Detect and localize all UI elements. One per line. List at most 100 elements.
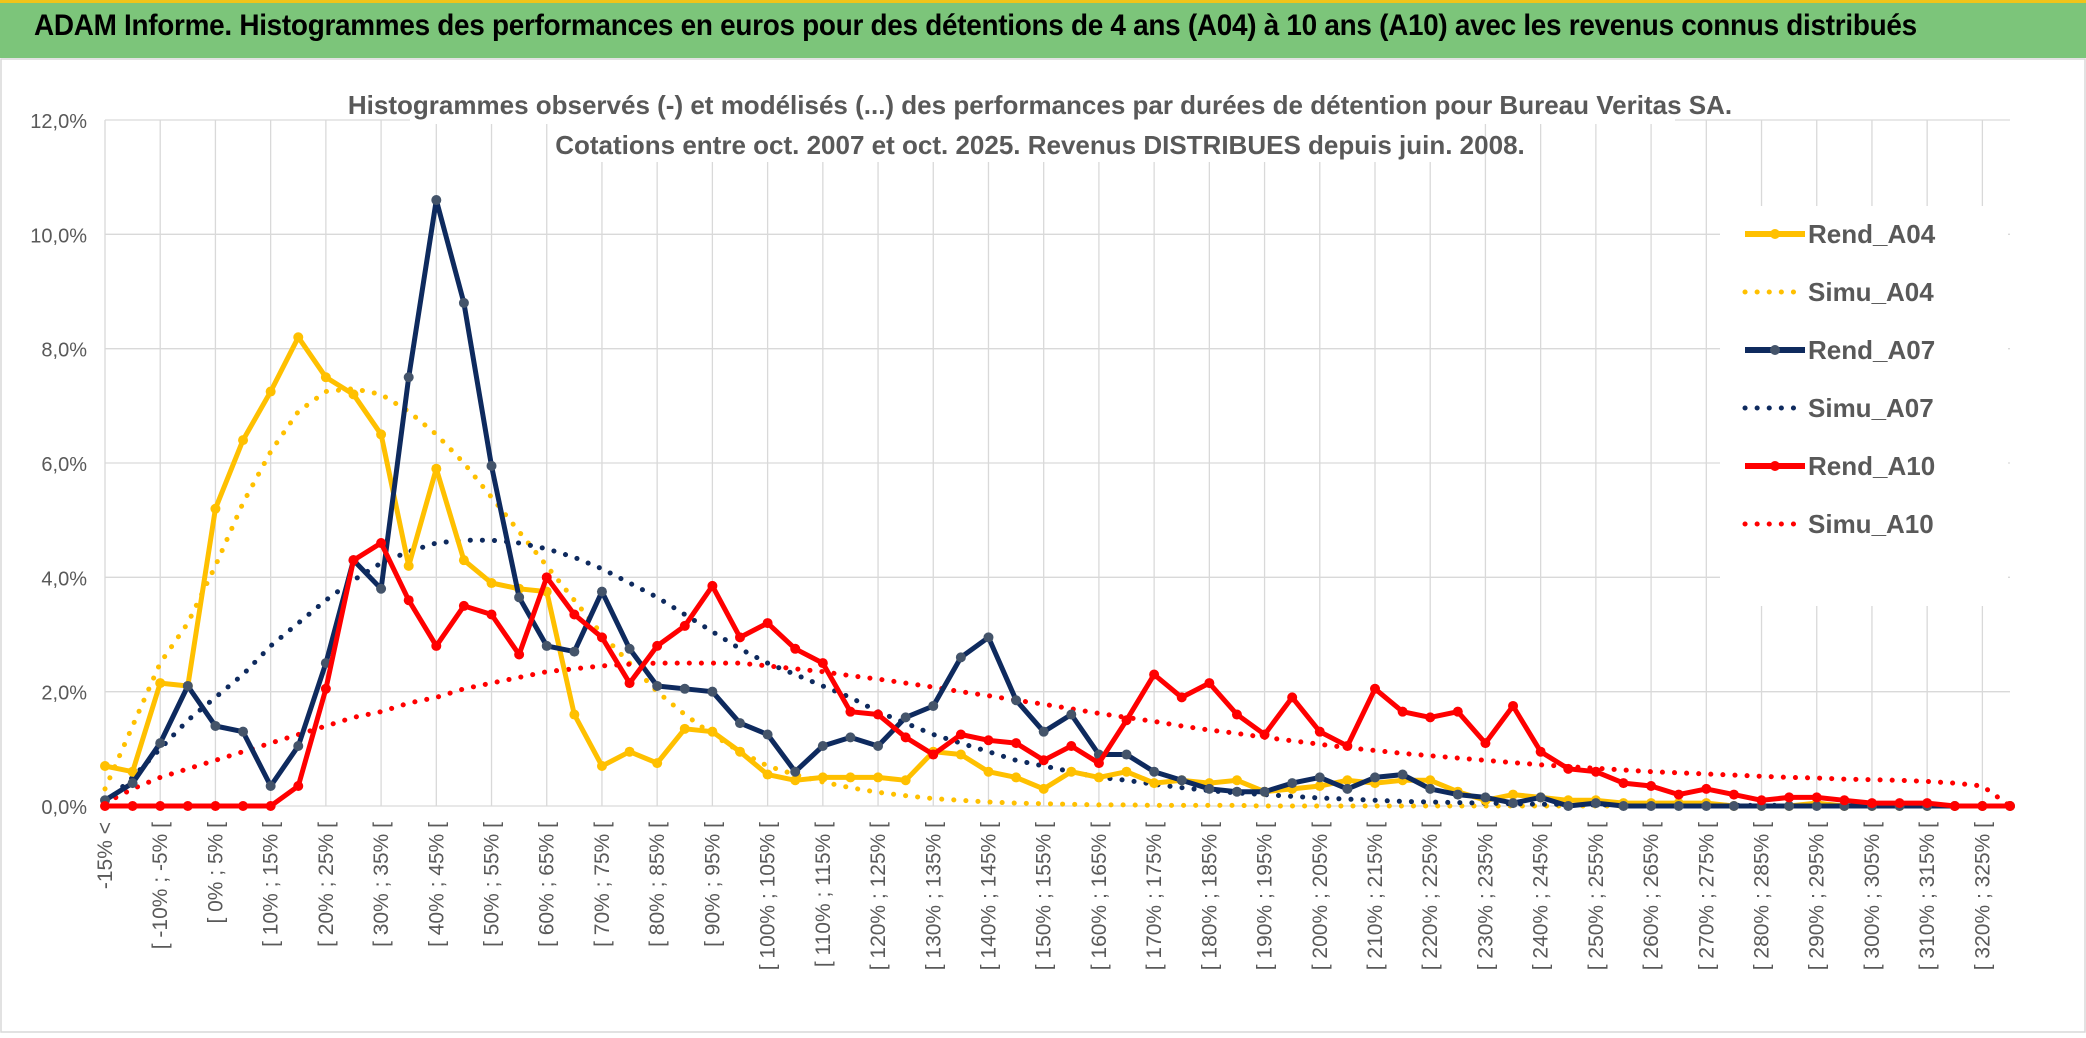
data-point-rend_a10 [1287,692,1298,703]
x-tick-label: [ 40% ; 45% [ [425,822,448,947]
x-tick-label: [ 120% ; 125% [ [867,822,890,970]
x-tick-label: [ 240% ; 245% [ [1530,822,1553,970]
data-point-rend_a10 [1480,738,1491,749]
data-point-rend_a10 [1370,683,1380,694]
data-point-rend_a07 [873,740,884,751]
y-tick-label: 4,0% [41,568,87,590]
data-point-rend_a07 [265,780,276,791]
x-tick-label: [ 150% ; 155% [ [1033,822,1056,970]
x-tick-label: [ 130% ; 135% [ [922,822,945,970]
chart-area: 0,0% 2,0% 4,0% 6,0% 8,0% 10,0% 12,0% -15% < [ -1… [0,58,2086,1033]
data-point-rend_a04 [293,332,304,343]
x-tick-label: [ 260% ; 265% [ [1640,822,1663,970]
data-point-rend_a10 [210,801,221,811]
data-point-rend_a04 [735,746,745,757]
y-tick-label: 6,0% [41,454,87,476]
x-tick-label: [ 100% ; 105% [ [757,822,780,970]
report-title: ADAM Informe. Histogrammes des performan… [34,9,1917,42]
data-point-rend_a04 [1038,783,1049,794]
data-point-rend_a04 [100,760,110,771]
line-chart: 0,0% 2,0% 4,0% 6,0% 8,0% 10,0% 12,0% -15% < [ -1… [0,58,2086,1033]
data-point-rend_a10 [1093,758,1104,769]
data-point-rend_a07 [1314,772,1325,783]
data-point-rend_a07 [790,766,801,777]
axes: 0,0% 2,0% 4,0% 6,0% 8,0% 10,0% 12,0% -15% < [ -1… [30,111,1994,970]
data-point-rend_a10 [790,643,801,654]
data-point-rend_a07 [1535,792,1546,803]
x-tick-label: [ 190% ; 195% [ [1254,822,1277,970]
series-lines [100,195,2015,811]
data-point-rend_a07 [238,726,249,737]
data-point-rend_a04 [624,746,635,757]
x-tick-label: [ 250% ; 255% [ [1585,822,1608,970]
data-point-rend_a07 [431,195,442,206]
data-point-rend_a10 [293,780,304,791]
data-point-rend_a10 [155,801,166,811]
x-tick-label: [ -10% ; -5% [ [149,822,172,949]
data-point-rend_a10 [1397,706,1408,717]
data-point-rend_a10 [320,683,331,694]
x-tick-label: [ 50% ; 55% [ [481,822,504,947]
data-point-rend_a04 [790,775,801,786]
data-point-rend_a10 [1204,678,1215,689]
x-tick-label: [ 10% ; 15% [ [260,822,283,947]
data-point-rend_a07 [1618,801,1629,811]
data-point-rend_a04 [403,560,414,571]
data-point-rend_a10 [873,709,884,720]
legend-label-rend_a10: Rend_A10 [1808,451,1935,481]
data-point-rend_a07 [707,686,718,697]
data-point-rend_a07 [983,632,994,643]
data-point-rend_a04 [596,760,607,771]
data-point-rend_a07 [1646,801,1657,811]
data-point-rend_a07 [1508,798,1519,809]
data-point-rend_a10 [403,595,414,606]
data-point-rend_a07 [817,740,828,751]
legend: Rend_A04 Simu_A04 Rend_A07 Simu_A07 Rend_A10… [1720,206,2008,606]
data-point-rend_a10 [569,609,580,620]
data-point-rend_a07 [1701,801,1712,811]
data-point-rend_a10 [1590,766,1601,777]
data-point-rend_a10 [1149,669,1160,680]
x-tick-label: [ 180% ; 185% [ [1198,822,1221,970]
data-point-rend_a04 [1066,766,1077,777]
y-tick-label: 8,0% [41,340,87,362]
data-point-rend_a04 [955,749,966,760]
data-point-rend_a07 [900,712,911,723]
legend-label-rend_a07: Rend_A07 [1808,335,1935,365]
series-line-rend_a04 [104,334,2010,809]
data-point-rend_a07 [1480,792,1491,803]
data-point-rend_a10 [1121,715,1132,726]
data-point-rend_a10 [514,649,525,660]
chart-titles: Histogrammes observés (-) et modélisés (… [348,84,1732,162]
data-point-rend_a07 [1784,801,1795,811]
data-point-rend_a04 [1508,789,1519,800]
subtitle-backdrop [597,124,1483,162]
data-point-rend_a07 [624,643,635,654]
x-tick-label: [ 30% ; 35% [ [370,822,393,947]
data-point-rend_a07 [1425,783,1436,794]
data-point-rend_a07 [1149,766,1160,777]
x-tick-label: [ 220% ; 225% [ [1419,822,1442,970]
data-point-rend_a04 [1314,780,1325,791]
data-point-rend_a07 [955,652,966,663]
data-point-rend_a07 [1590,798,1601,809]
data-point-rend_a07 [1038,726,1049,737]
data-point-rend_a10 [1894,798,1905,809]
data-point-rend_a07 [569,646,580,657]
data-point-rend_a07 [293,740,304,751]
x-tick-label: [ 310% ; 315% [ [1916,822,1939,970]
data-point-rend_a04 [817,772,828,783]
data-point-rend_a10 [431,640,442,651]
legend-marker-rend_a07 [1770,345,1780,355]
x-tick-label: [ 170% ; 175% [ [1143,822,1166,970]
x-tick-label: [ 210% ; 215% [ [1364,822,1387,970]
x-tick-label: [ 160% ; 165% [ [1088,822,1111,970]
data-point-rend_a10 [679,620,690,631]
data-point-rend_a10 [1784,792,1795,803]
data-point-rend_a10 [1866,798,1877,809]
data-point-rend_a10 [707,580,718,591]
data-point-rend_a10 [1922,798,1933,809]
data-point-rend_a10 [624,678,635,689]
data-point-rend_a04 [1011,772,1022,783]
y-tick-label: 0,0% [41,797,87,819]
